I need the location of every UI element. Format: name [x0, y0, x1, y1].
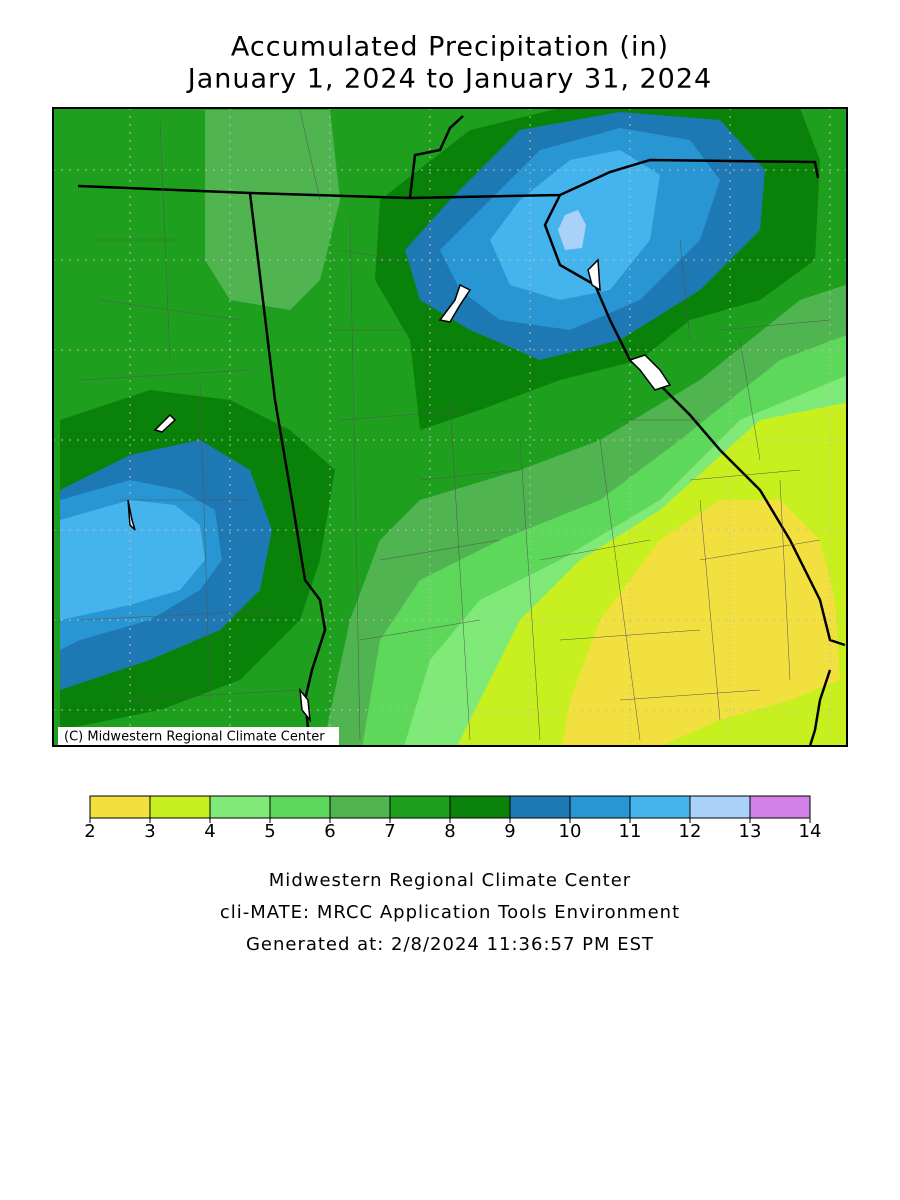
legend-swatch [569, 795, 631, 819]
legend-swatch [449, 795, 511, 819]
color-legend: 2 3 4 5 6 7 8 9 10 11 12 13 14 [84, 795, 822, 842]
credit: (C) Midwestern Regional Climate Center [64, 730, 325, 745]
footer-line: Generated at: 2/8/2024 11:36:57 PM EST [246, 934, 654, 955]
legend-tick-label: 12 [679, 821, 702, 842]
legend-tick-label: 13 [739, 821, 762, 842]
legend-tick-label: 9 [504, 821, 515, 842]
legend-tick-label: 2 [84, 821, 95, 842]
legend-tick-label: 7 [384, 821, 395, 842]
contour-map [53, 108, 847, 746]
map-overlay [53, 108, 847, 746]
legend-swatch [329, 795, 391, 819]
legend-tick-label: 14 [799, 821, 822, 842]
footer-line: Midwestern Regional Climate Center [269, 870, 631, 891]
lakes [127, 258, 672, 723]
legend-tick-label: 6 [324, 821, 335, 842]
legend-swatch [629, 795, 691, 819]
legend-tick-label: 4 [204, 821, 215, 842]
legend-tick-label: 10 [559, 821, 582, 842]
county-lines [79, 109, 831, 741]
legend-swatch [749, 795, 811, 819]
legend-swatch [149, 795, 211, 819]
credit-box [58, 727, 339, 745]
contour-region [558, 210, 586, 250]
state-borders [77, 115, 846, 746]
legend-swatch [209, 795, 271, 819]
legend-tick-label: 11 [619, 821, 642, 842]
title-line: January 1, 2024 to January 31, 2024 [186, 64, 712, 95]
legend-swatch [269, 795, 331, 819]
title-line: Accumulated Precipitation (in) [231, 32, 669, 63]
contour-region [562, 500, 840, 746]
contour-region [698, 690, 845, 746]
legend-swatch [389, 795, 451, 819]
footer-line: cli-MATE: MRCC Application Tools Environ… [220, 902, 680, 923]
legend-swatch [689, 795, 751, 819]
legend-tick-label: 8 [444, 821, 455, 842]
legend-swatch [509, 795, 571, 819]
map-frame [52, 107, 848, 747]
contour-region [60, 500, 205, 620]
legend-tick-label: 3 [144, 821, 155, 842]
legend-swatch [89, 795, 151, 819]
legend-tick-label: 5 [264, 821, 275, 842]
contour-region [205, 110, 340, 310]
